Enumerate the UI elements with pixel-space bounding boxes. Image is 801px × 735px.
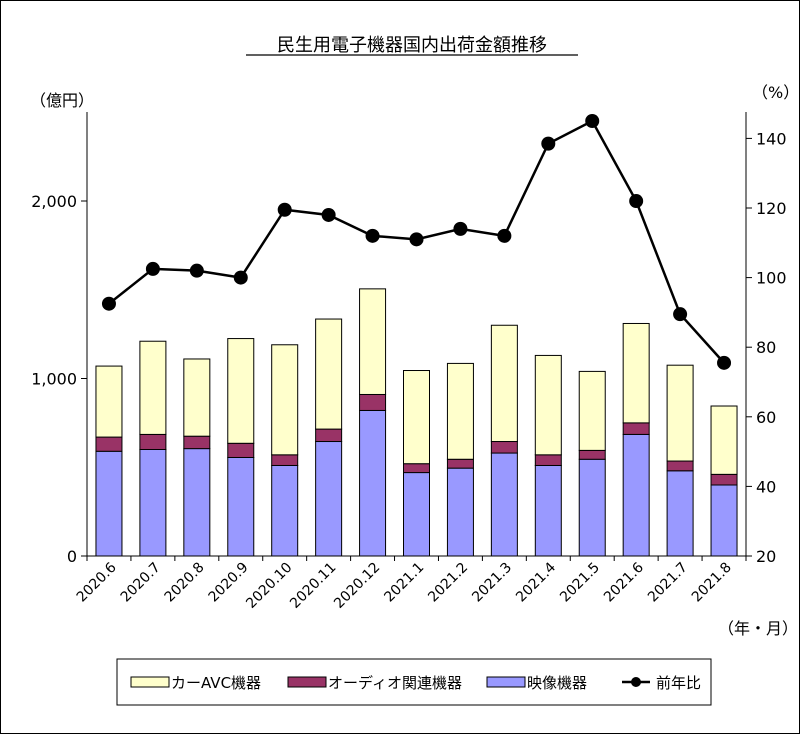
legend-label: 前年比 [656, 674, 701, 692]
legend-swatch [130, 676, 170, 688]
yoy-point [189, 263, 204, 278]
bar-segment [710, 473, 738, 486]
bar-segment [446, 362, 474, 460]
bar-segment [183, 435, 211, 450]
bar-segment [359, 288, 387, 395]
legend-marker [631, 677, 641, 687]
yoy-line [101, 114, 732, 370]
yoy-point [453, 221, 468, 236]
y-left-tick-label: 1,000 [31, 370, 77, 389]
bar-segment [227, 442, 255, 458]
bar-segment [578, 449, 606, 460]
bar-segment [359, 393, 387, 411]
yoy-point [321, 207, 336, 222]
legend: カーAVC機器 オーディオ関連機器 映像機器 前年比 [130, 674, 701, 692]
bar-segment [227, 338, 255, 444]
bar-segment [315, 428, 343, 443]
bar-segment [666, 364, 694, 462]
yoy-point [541, 136, 556, 151]
yoy-point [233, 270, 248, 285]
yoy-point [409, 232, 424, 247]
y-right-tick-label: 140 [756, 129, 787, 148]
bar-segment [534, 354, 562, 456]
bar-segment [315, 318, 343, 430]
chart-title: 民生用電子機器国内出荷金額推移 [277, 35, 547, 56]
yoy-point [277, 202, 292, 217]
bar-segment [139, 340, 167, 435]
bar-segment [315, 441, 343, 557]
y-left-ticks: 0 1,000 2,000 [31, 192, 87, 566]
bar-segment [534, 454, 562, 466]
bar-segment [578, 370, 606, 451]
legend-box [116, 658, 712, 706]
bar-segment [95, 365, 123, 438]
bar-segment [271, 344, 299, 456]
y-right-unit-label: （%） [752, 83, 799, 102]
bar-segment [183, 358, 211, 437]
yoy-point [585, 114, 600, 128]
bar-segment [359, 409, 387, 557]
bar-segment [183, 448, 211, 557]
legend-swatch [486, 676, 526, 688]
bar-segment [666, 460, 694, 472]
y-right-ticks: 20 40 60 80 100 120 140 [746, 129, 787, 566]
bar-segment [271, 454, 299, 466]
x-unit-label: （年・月） [718, 619, 798, 638]
y-right-tick-label: 120 [756, 199, 787, 218]
legend-label: カーAVC機器 [171, 674, 261, 692]
bar-segment [403, 472, 430, 557]
yoy-point [145, 261, 160, 276]
bar-segment [95, 436, 123, 452]
yoy-point [717, 355, 732, 370]
y-left-tick-label: 2,000 [31, 192, 77, 211]
legend-label: 映像機器 [527, 674, 587, 692]
bar-segment [490, 441, 518, 454]
y-right-tick-label: 20 [756, 547, 776, 566]
y-right-tick-label: 60 [756, 408, 776, 427]
bar-segment [446, 467, 474, 557]
y-right-tick-label: 40 [756, 477, 776, 496]
y-left-tick-label: 0 [67, 547, 77, 566]
yoy-point [629, 194, 644, 209]
legend-label: オーディオ関連機器 [328, 674, 462, 692]
legend-swatch [287, 676, 327, 688]
bar-segment [622, 322, 650, 424]
bar-segment [403, 463, 430, 474]
bar-segment [710, 405, 738, 475]
bar-segment [271, 464, 299, 557]
bar-segment [622, 433, 650, 557]
bar-segment [534, 464, 562, 557]
bar-segment [227, 456, 255, 557]
bar-segment [403, 370, 430, 465]
bar-segment [446, 458, 474, 469]
bar-segment [490, 452, 518, 557]
bar-segment [710, 484, 738, 557]
bar-segment [139, 433, 167, 451]
bar-segment [578, 458, 606, 557]
yoy-point [497, 228, 512, 243]
bar-segment [490, 324, 518, 443]
bar-segment [666, 470, 694, 557]
yoy-point [365, 228, 380, 243]
bar-segment [139, 449, 167, 557]
bar-segment [95, 450, 123, 557]
y-right-tick-label: 80 [756, 338, 776, 357]
y-left-unit-label: （億円） [30, 91, 94, 110]
y-right-tick-label: 100 [756, 269, 787, 288]
yoy-point [673, 307, 688, 322]
yoy-point [101, 296, 116, 311]
bars [95, 288, 738, 557]
bar-segment [622, 422, 650, 435]
